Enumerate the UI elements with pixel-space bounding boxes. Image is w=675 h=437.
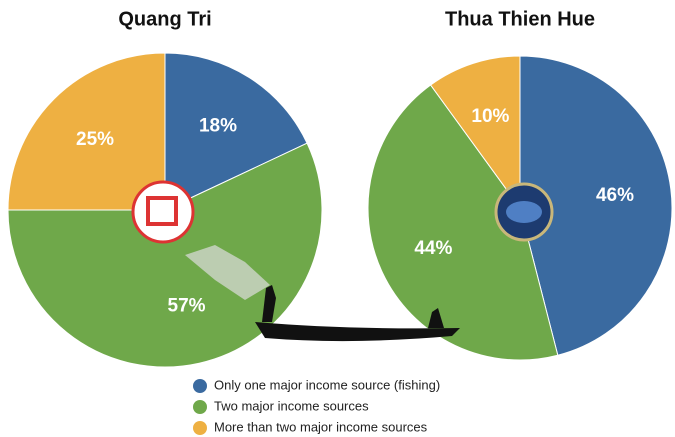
pies: Quang Tri 18% 57% 25% Thua Thien Hue 46% 44% 10…	[7, 8, 673, 368]
value-label: 18%	[199, 116, 237, 137]
pie-slice	[429, 55, 521, 210]
net	[185, 245, 270, 300]
value-label: 25%	[76, 129, 114, 150]
emblem-inner	[506, 201, 542, 223]
emblem-quang-tri	[131, 180, 195, 244]
legend-marker	[193, 421, 207, 435]
value-label: 57%	[168, 296, 206, 317]
pie-slice	[7, 52, 166, 211]
boat	[255, 322, 460, 342]
rower	[428, 308, 444, 328]
decoration	[131, 180, 554, 342]
legend: Only one major income source (fishing) Tw…	[193, 377, 440, 435]
pie-slice	[164, 52, 308, 211]
fisherman	[262, 285, 276, 322]
emblem-shape	[146, 196, 178, 226]
value-label: 46%	[596, 185, 634, 206]
pie-slice	[519, 55, 673, 356]
chart-title: Quang Tri	[118, 8, 211, 30]
legend-label: More than two major income sources	[214, 419, 428, 434]
legend-marker	[193, 400, 207, 414]
value-label: 44%	[414, 238, 452, 259]
chart-title: Thua Thien Hue	[445, 8, 595, 30]
legend-label: Two major income sources	[214, 398, 369, 413]
pie-slice	[7, 142, 323, 368]
pie-slice	[367, 84, 559, 361]
value-label: 10%	[471, 106, 509, 127]
legend-marker	[193, 379, 207, 393]
legend-label: Only one major income source (fishing)	[214, 377, 440, 392]
